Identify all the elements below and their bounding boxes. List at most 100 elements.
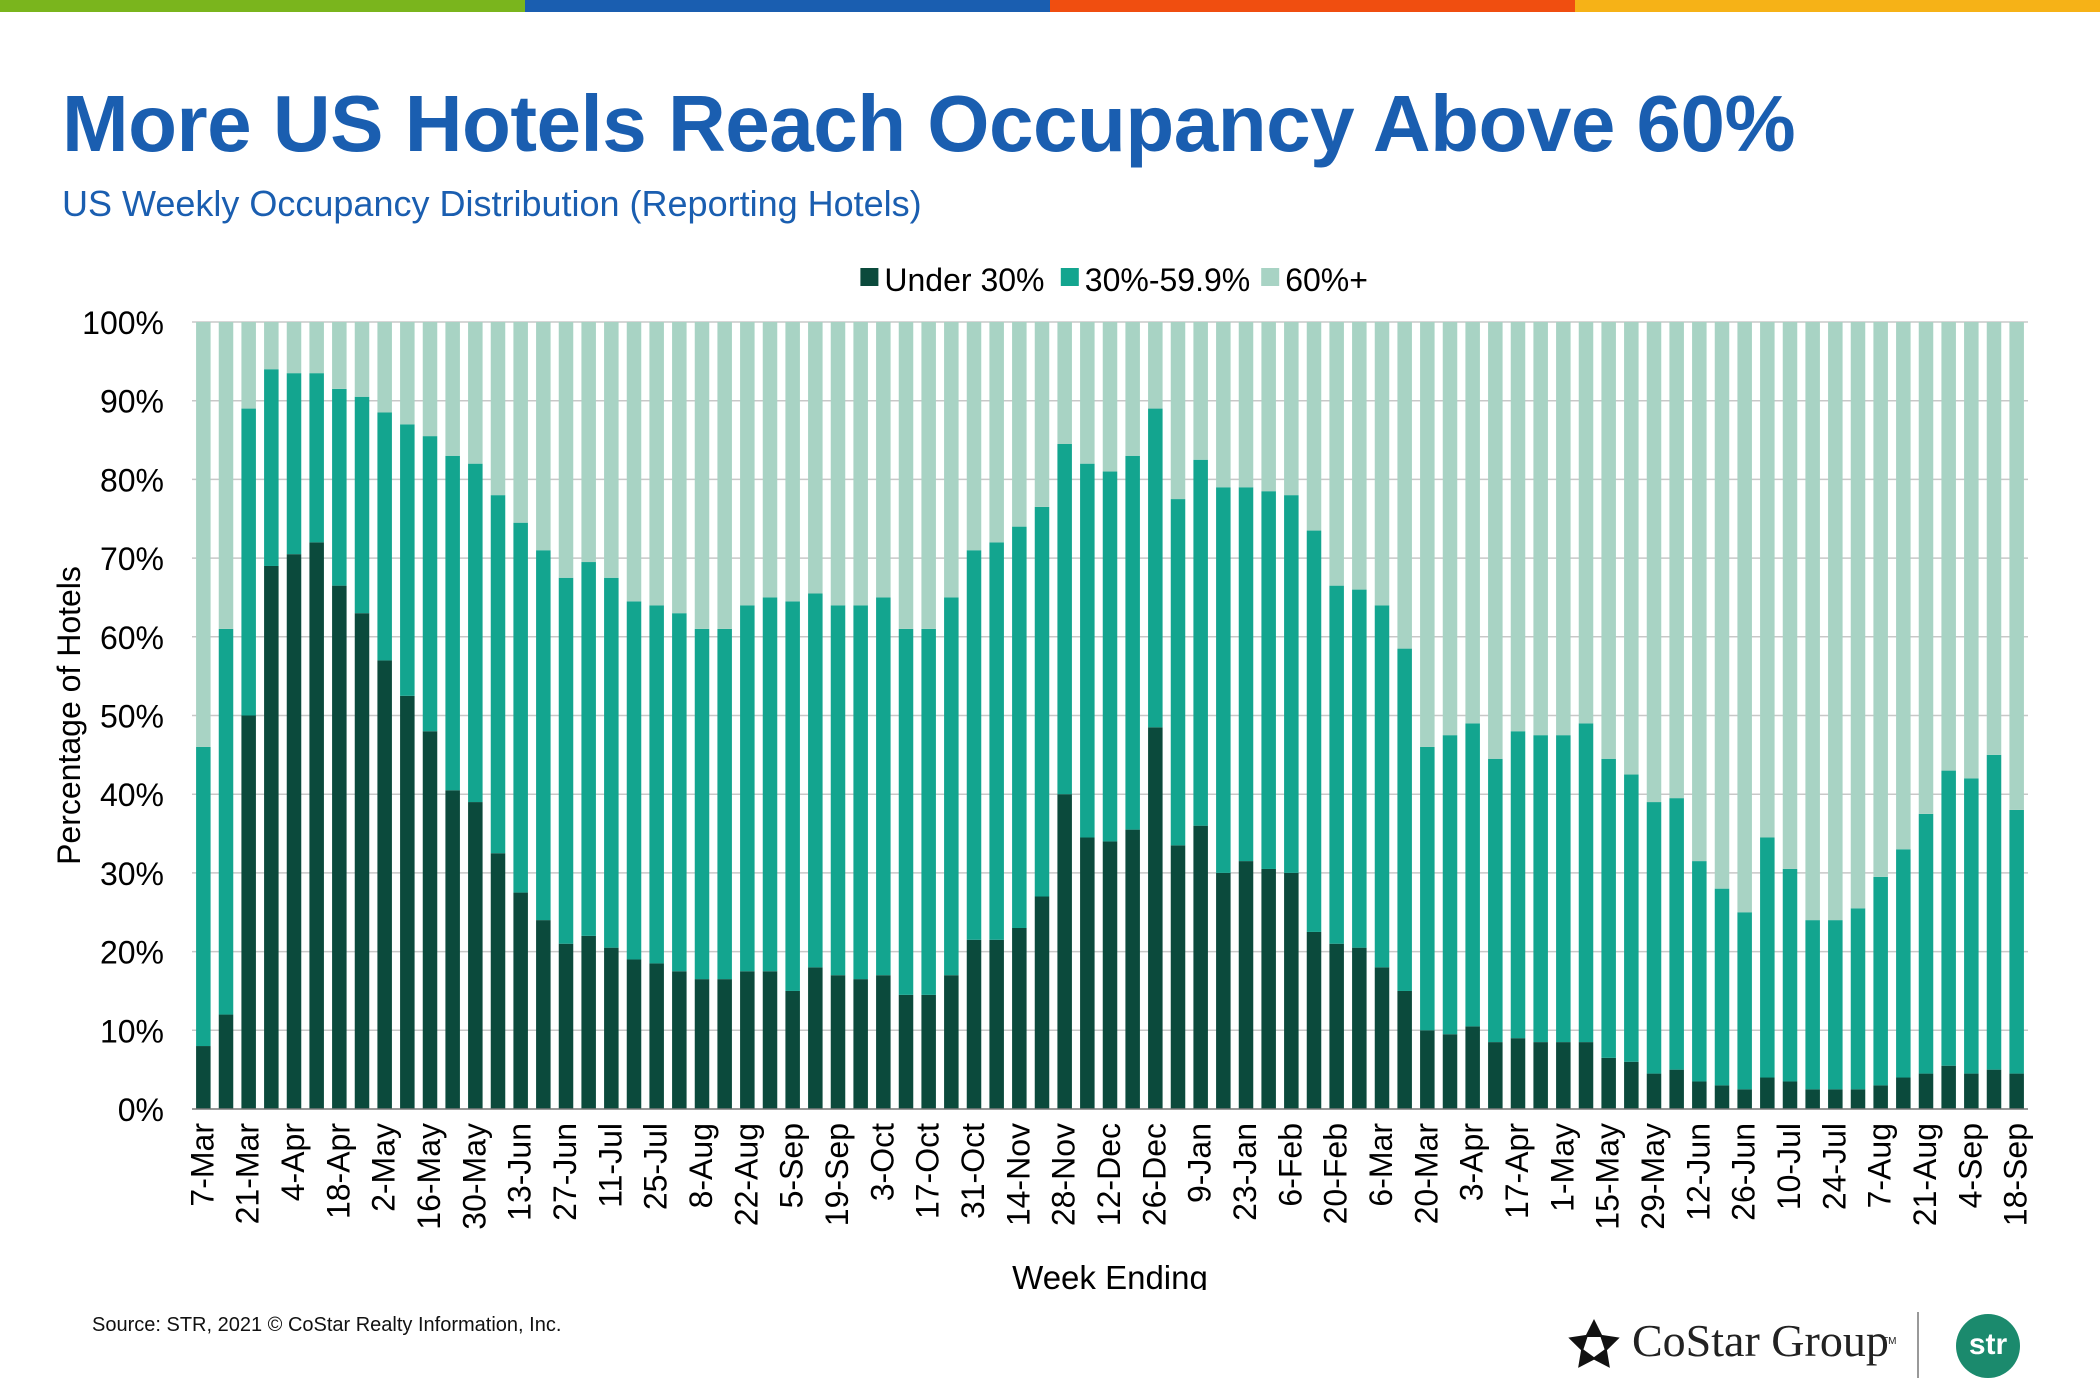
x-tick-label: 6-Feb [1272, 1123, 1308, 1207]
bar-segment [422, 436, 438, 732]
x-tick-label: 19-Sep [819, 1123, 855, 1226]
x-tick-label: 26-Jun [1726, 1123, 1762, 1221]
bar-segment [468, 322, 483, 464]
chart-bars [196, 322, 2024, 1109]
bar-segment [1148, 322, 1163, 409]
bar-segment [1896, 849, 1911, 1078]
bar-segment [853, 605, 868, 980]
legend-label: 60%+ [1285, 262, 1368, 298]
bar-segment [286, 554, 302, 1109]
bar-segment [1352, 322, 1367, 590]
bar-segment [1012, 927, 1027, 1109]
bar-segment [740, 971, 755, 1109]
bar-segment [558, 943, 574, 1109]
bar-segment [740, 605, 755, 972]
bar-segment [694, 322, 710, 629]
bar-segment [400, 424, 415, 696]
bar-segment [1125, 829, 1140, 1109]
bar-segment [876, 597, 891, 976]
x-tick-label: 14-Nov [1000, 1123, 1036, 1226]
bar-segment [1261, 491, 1276, 869]
bar-segment [1397, 322, 1412, 649]
y-tick-label: 0% [118, 1092, 164, 1128]
bar-segment [898, 994, 914, 1109]
bar-segment [1397, 990, 1412, 1109]
x-tick-label: 23-Jan [1227, 1123, 1263, 1221]
x-tick-label: 22-Aug [728, 1123, 764, 1226]
chart-subtitle: US Weekly Occupancy Distribution (Report… [62, 183, 922, 224]
bar-segment [1964, 322, 1979, 779]
x-tick-label: 30-May [456, 1123, 492, 1230]
bar-segment [944, 975, 959, 1109]
y-tick-label: 10% [100, 1013, 164, 1049]
bar-segment [1329, 322, 1344, 586]
bar-segment [1306, 530, 1322, 932]
x-tick-label: 29-May [1635, 1123, 1671, 1230]
y-tick-label: 60% [100, 620, 164, 656]
bar-segment [377, 322, 392, 413]
bar-segment [1488, 758, 1503, 1043]
bar-segment [1805, 322, 1820, 921]
bar-segment [1352, 589, 1367, 948]
bar-segment [332, 388, 347, 586]
legend-swatch [1060, 268, 1079, 286]
y-tick-label: 90% [100, 384, 164, 420]
bar-segment [649, 322, 664, 606]
x-tick-label: 10-Jul [1771, 1123, 1807, 1210]
bar-segment [1873, 322, 1888, 877]
brand-bar-green [0, 0, 525, 12]
bar-segment [1012, 526, 1027, 928]
bar-segment [1420, 746, 1435, 1031]
bar-segment [1034, 322, 1050, 507]
bar-segment [604, 577, 619, 948]
x-tick-label: 4-Sep [1952, 1123, 1988, 1208]
bar-segment [1329, 585, 1344, 944]
bar-segment [989, 542, 1004, 940]
bar-segment [1465, 1026, 1480, 1109]
bar-segment [1873, 876, 1888, 1086]
bar-segment [1828, 920, 1843, 1090]
bar-segment [1873, 1085, 1888, 1109]
x-tick-label: 17-Apr [1499, 1123, 1535, 1219]
bar-segment [1420, 322, 1435, 747]
x-tick-label: 18-Apr [320, 1123, 356, 1219]
bar-segment [1057, 443, 1072, 795]
bar-segment [876, 322, 891, 598]
bar-segment [1624, 774, 1639, 1062]
bar-segment [1918, 322, 1934, 814]
bar-segment [989, 322, 1004, 543]
x-tick-label: 1-May [1544, 1123, 1580, 1212]
bar-segment [1760, 837, 1775, 1078]
chart-title: More US Hotels Reach Occupancy Above 60% [62, 79, 1796, 168]
bar-segment [1601, 322, 1616, 759]
bar-segment [400, 695, 415, 1109]
bar-segment [377, 412, 392, 661]
bar-segment [1556, 735, 1571, 1043]
x-tick-label: 12-Dec [1091, 1123, 1127, 1226]
y-tick-label: 80% [100, 462, 164, 498]
bar-segment [649, 963, 664, 1109]
x-tick-label: 7-Mar [184, 1123, 220, 1207]
bar-segment [604, 322, 619, 578]
legend-swatch [1261, 268, 1280, 286]
bar-segment [264, 322, 279, 370]
bar-segment [1374, 967, 1390, 1109]
bar-segment [1918, 1073, 1934, 1109]
bar-segment [672, 971, 687, 1109]
bar-segment [1102, 322, 1118, 472]
bar-segment [853, 979, 868, 1109]
x-tick-label: 21-Mar [230, 1123, 266, 1225]
y-tick-label: 30% [100, 856, 164, 892]
bar-segment [966, 550, 982, 940]
brand-color-bar [0, 0, 2100, 12]
bar-segment [445, 322, 460, 456]
bar-segment [672, 613, 687, 972]
logo-area: CoStar Group TM str [1560, 1302, 2040, 1382]
bar-segment [558, 577, 574, 944]
bar-segment [1148, 727, 1163, 1109]
bar-segment [1941, 322, 1956, 771]
bar-segment [830, 605, 846, 976]
bar-segment [1578, 723, 1594, 1043]
bar-segment [354, 396, 370, 614]
bar-segment [1261, 868, 1276, 1109]
